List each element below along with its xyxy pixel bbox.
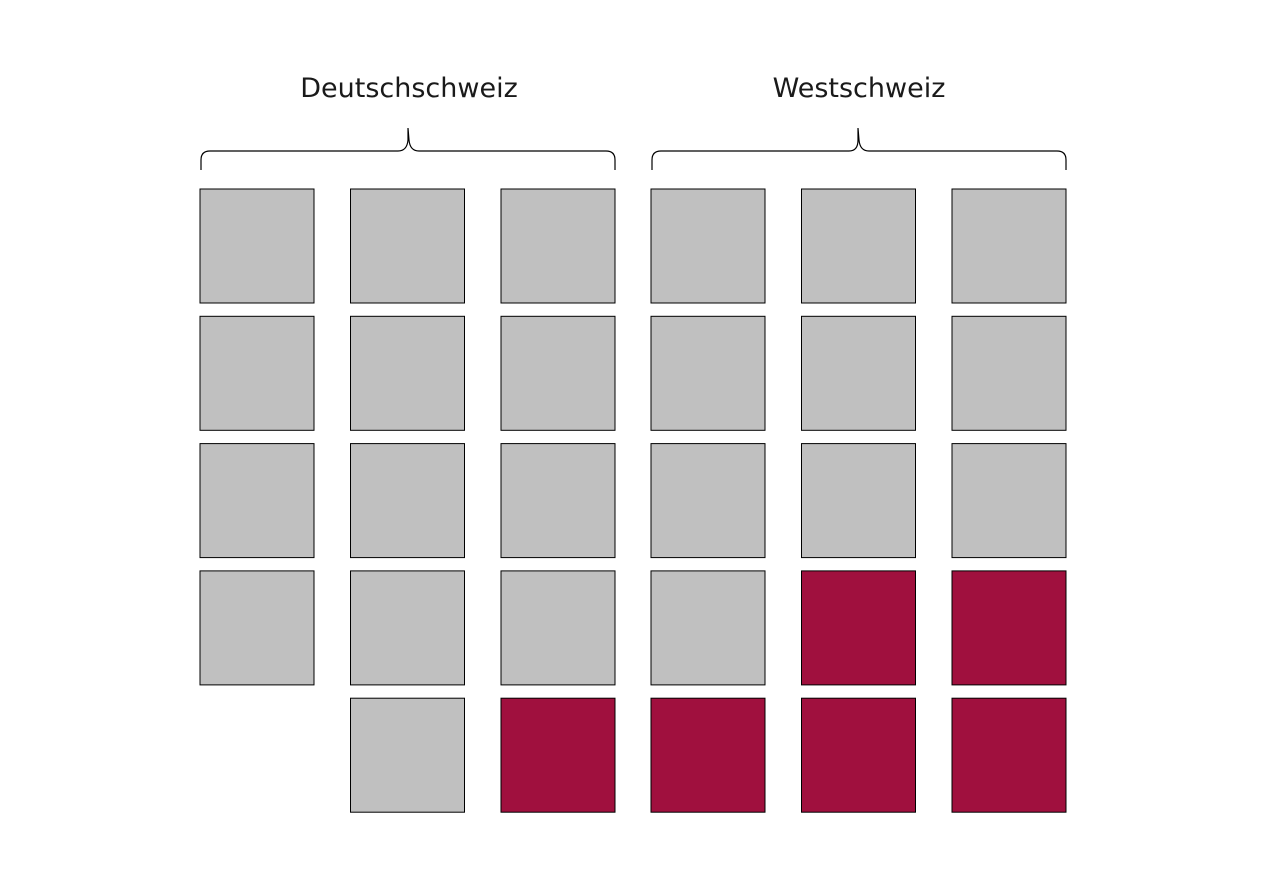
tile-deutschschweiz-col3-row2	[500, 315, 616, 431]
tile-deutschschweiz-col2-row2	[350, 315, 465, 431]
tile-westschweiz-col3-row4	[951, 570, 1067, 686]
tile-westschweiz-col1-row4	[650, 570, 766, 686]
tile-westschweiz-col2-row5	[801, 697, 916, 813]
tile-deutschschweiz-col1-row3	[199, 443, 315, 559]
tile-grid-deutschschweiz	[199, 188, 616, 813]
tile-westschweiz-col3-row3	[951, 443, 1067, 559]
tile-westschweiz-col2-row3	[801, 443, 916, 559]
tile-westschweiz-col2-row4	[801, 570, 916, 686]
tile-deutschschweiz-col3-row3	[500, 443, 616, 559]
tile-westschweiz-col3-row1	[951, 188, 1067, 304]
tile-westschweiz-col1-row2	[650, 315, 766, 431]
group-deutschschweiz: Deutschschweiz	[199, 73, 616, 813]
tile-westschweiz-col1-row3	[650, 443, 766, 559]
tile-westschweiz-col2-row2	[801, 315, 916, 431]
tile-deutschschweiz-col1-row1	[199, 188, 315, 304]
tile-deutschschweiz-col3-row4	[500, 570, 616, 686]
group-brace-westschweiz	[651, 127, 1067, 170]
tile-deutschschweiz-col1-row2	[199, 315, 315, 431]
tile-westschweiz-col1-row1	[650, 188, 766, 304]
tile-grid-westschweiz	[650, 188, 1067, 813]
tile-deutschschweiz-col2-row1	[350, 188, 465, 304]
tile-deutschschweiz-col3-row5	[500, 697, 616, 813]
group-label-deutschschweiz: Deutschschweiz	[300, 73, 518, 104]
group-label-westschweiz: Westschweiz	[773, 73, 946, 104]
tile-westschweiz-col3-row5	[951, 697, 1067, 813]
tile-westschweiz-col1-row5	[650, 697, 766, 813]
tile-westschweiz-col3-row2	[951, 315, 1067, 431]
tile-deutschschweiz-col2-row4	[350, 570, 465, 686]
group-brace-deutschschweiz	[200, 127, 616, 170]
group-westschweiz: Westschweiz	[650, 73, 1067, 813]
tile-deutschschweiz-col2-row3	[350, 443, 465, 559]
tile-deutschschweiz-col2-row5	[350, 697, 465, 813]
tile-deutschschweiz-col1-row4	[199, 570, 315, 686]
tile-westschweiz-col2-row1	[801, 188, 916, 304]
tile-deutschschweiz-col3-row1	[500, 188, 616, 304]
